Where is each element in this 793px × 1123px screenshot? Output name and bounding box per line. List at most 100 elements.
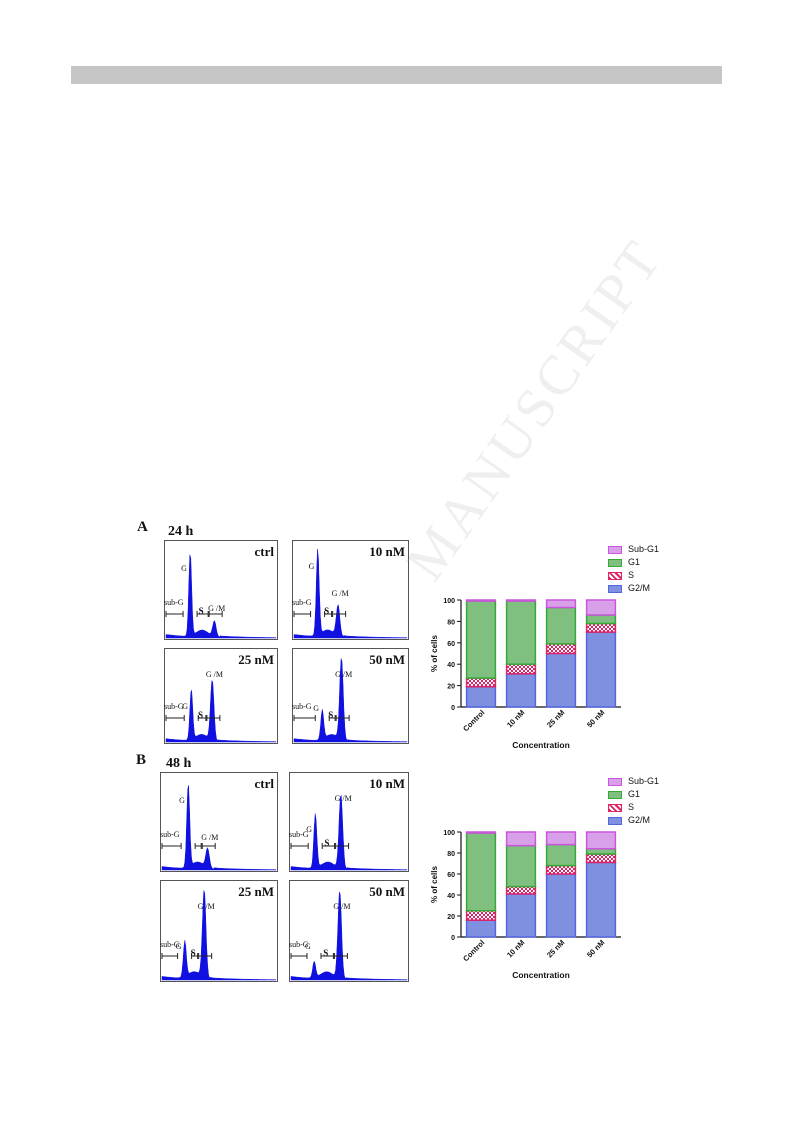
histogram-frame [164,648,278,744]
legend-label: Sub-G1 [628,776,660,786]
bar-segment-sub-g1 [545,831,577,846]
y-tick-label: 100 [443,830,455,837]
bar-segment-s [505,663,537,675]
g1-label: G [305,942,311,951]
histogram-plot [290,891,408,981]
histogram-area [293,658,408,743]
histogram-area [290,891,408,981]
bar-segment-s [585,622,617,633]
legend-swatch [608,559,622,567]
histogram-plot [161,785,277,871]
y-tick-label: 20 [447,684,455,691]
condition-label: ctrl [254,776,274,791]
y-tick-label: 100 [443,598,455,605]
stacked-bar-chart-1: 0 20 40 60 80 100 % of cells Control 10 nM 25 nM 5… [425,772,735,987]
legend-swatch [608,585,622,593]
g2m-label: G /M [197,902,215,911]
watermark: MANUSCRIPT [394,227,675,592]
legend-label: G2/M [628,815,651,825]
g1-label: G [179,796,185,806]
panel-letter-b: B [136,752,147,768]
histogram-area [290,794,408,871]
bar-segment-g2m [545,873,577,938]
histogram-frame [160,880,278,982]
g1-label: G [306,825,312,835]
histogram-plot [293,658,408,743]
legend-label: Sub-G1 [628,544,660,554]
condition-label: 25 nM [238,652,274,667]
histogram-frame [160,772,278,872]
sub-g1-label: sub-G [164,598,184,607]
bar-segment-g1 [545,843,577,867]
g2m-label: G /M [335,670,353,679]
sub-g1-label: sub-G [289,940,309,949]
histogram-area [165,554,277,639]
sub-g1-label: sub-G [164,702,184,711]
x-tick-label: 25 nM [545,938,566,959]
bar-segment-g2m [545,652,577,708]
condition-label: 10 nM [369,544,405,559]
sub-g1-label: sub-G [289,830,309,839]
sub-g1-label: sub-G [160,940,180,949]
bar-segment-s [505,885,537,895]
x-tick-label: Control [461,708,486,733]
g2m-label: G /M [201,832,219,842]
x-tick-label: 10 nM [505,938,526,959]
y-axis-label: % of cells [430,866,439,903]
histogram-frame [164,540,278,640]
g1-label: G [181,564,187,574]
bar-segment-g2m [465,685,497,708]
histogram-area [293,549,408,639]
sub-g1-label: sub-G [292,702,312,711]
panel-letter-a: A [137,519,148,535]
bar-chart-svg: 0 20 40 60 80 100 % of cells Control 10 nM 25 nM 5… [430,830,621,980]
legend-label: G1 [628,789,641,799]
x-tick-label: 50 nM [585,938,606,959]
bar-segment-sub-g1 [505,599,537,602]
time-label-b: 48 h [166,756,192,771]
condition-label: 10 nM [369,776,405,791]
histogram-plot [290,794,408,871]
sub-g1-label: sub-G [160,830,180,839]
bar-segment-sub-g1 [585,831,617,850]
x-tick-label: 50 nM [585,708,606,729]
histogram-plot [165,679,277,743]
histogram-plot [161,890,277,981]
histogram-plot [293,549,408,639]
stacked-bar-chart-0: 0 20 40 60 80 100 % of cells Control 10 nM 25 nM 5… [425,540,735,755]
g1-label: G [175,942,182,951]
bar-chart-svg: 0 20 40 60 80 100 % of cells Control 10 nM 25 nM 5… [430,598,621,750]
x-tick-label: 10 nM [505,708,526,729]
legend-swatch [608,778,622,786]
bar-segment-g1 [505,844,537,888]
bar-segment-g1 [585,848,617,855]
y-tick-label: 80 [447,619,455,626]
bar-segment-g1 [585,614,617,625]
header-bar [71,66,722,84]
bar-segment-s [545,643,577,655]
condition-label: 25 nM [238,884,274,899]
x-axis-label: Concentration [512,740,570,750]
s-label: S [198,710,204,720]
legend-swatch [608,572,622,580]
bar-segment-sub-g1 [465,599,497,602]
bar-segment-g1 [505,600,537,665]
bar-segment-g2m [465,919,497,938]
histogram-plot [165,554,277,639]
g1-label: G [308,561,315,571]
bar-segment-g1 [465,600,497,679]
s-label: S [324,838,330,848]
y-tick-label: 0 [451,705,455,712]
bar-segment-sub-g1 [465,831,497,834]
legend-label: S [628,570,635,580]
legend-label: G1 [628,557,641,567]
histogram-area [161,785,277,871]
bar-segment-sub-g1 [545,599,577,609]
bar-segment-s [465,677,497,688]
s-label: S [323,948,329,958]
